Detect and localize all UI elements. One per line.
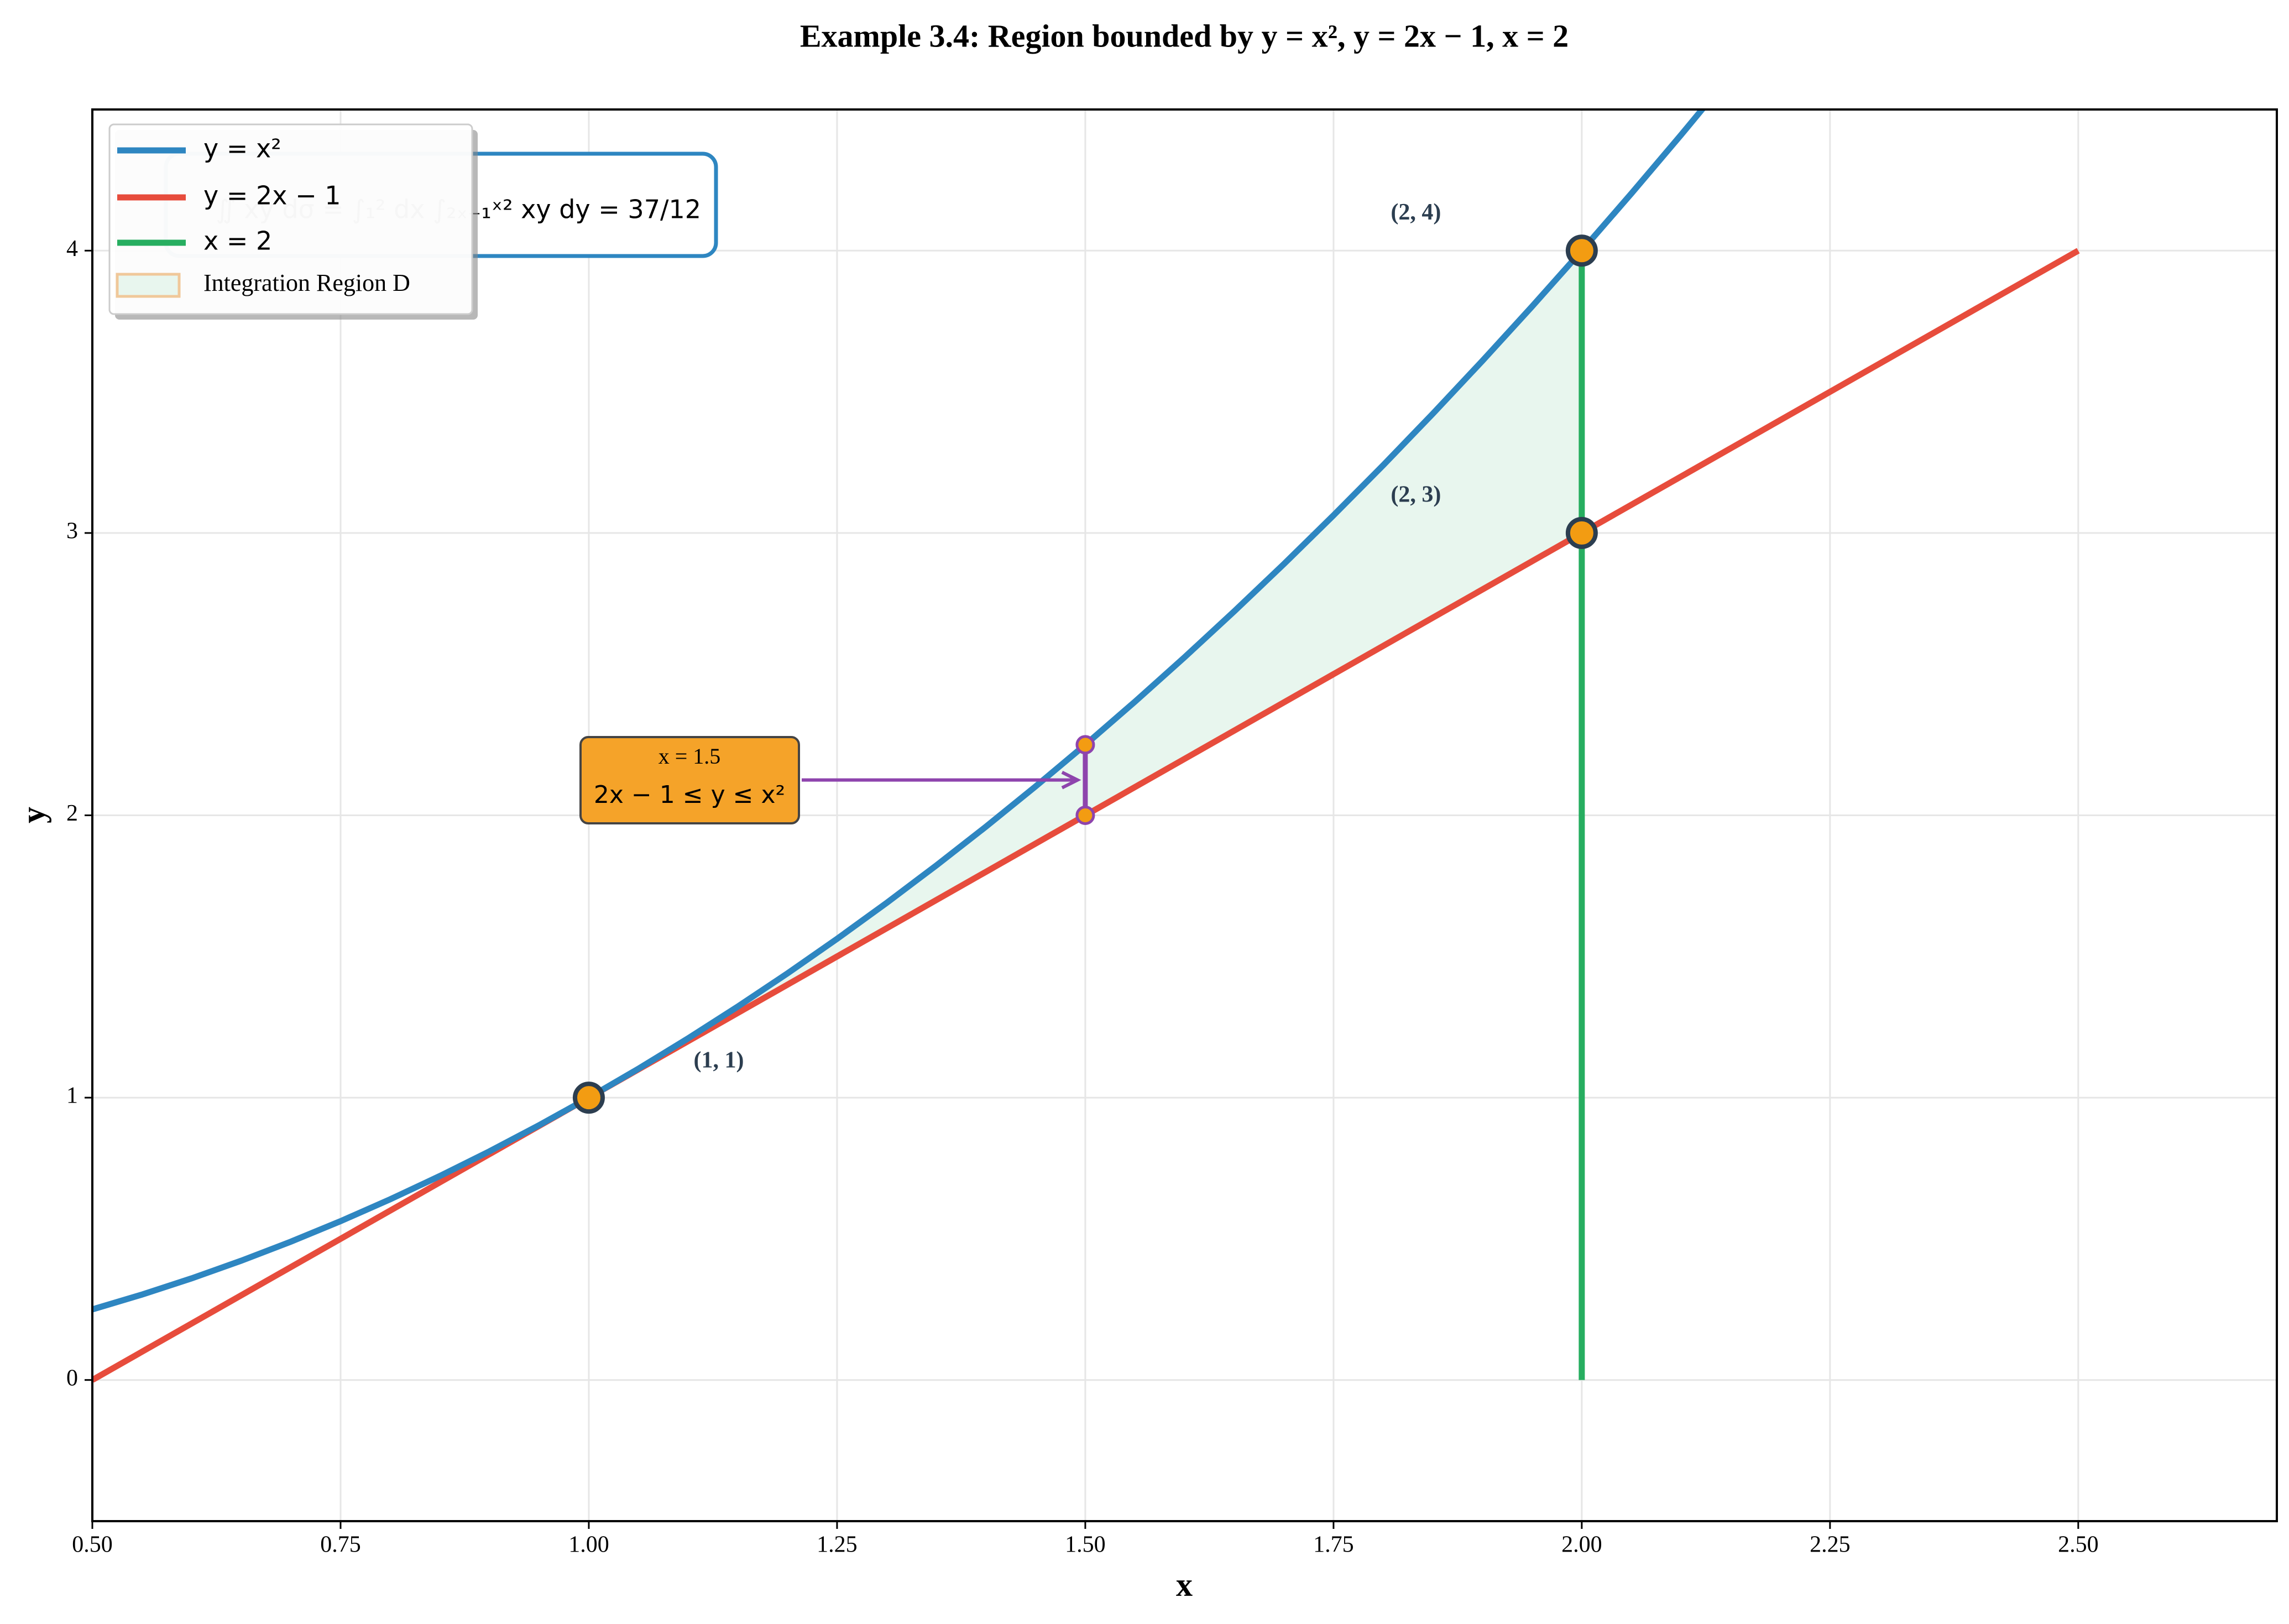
point-label: (2, 3) — [1391, 482, 1441, 508]
x-tick-label: 2.25 — [1810, 1532, 1851, 1558]
legend-box — [108, 123, 473, 315]
annotation-arrow — [802, 770, 1081, 790]
annotation-text: 2x − 1 ≤ y ≤ x² — [594, 781, 785, 809]
chart-title: Example 3.4: Region bounded by y = x², y… — [800, 18, 1569, 54]
legend-label: x = 2 — [203, 226, 272, 256]
legend-label: y = 2x − 1 — [203, 181, 341, 211]
key-point — [572, 1082, 605, 1114]
legend-label: Integration Region D — [203, 269, 410, 296]
x-tick-label: 1.25 — [817, 1532, 858, 1558]
x-tick-label: 1.50 — [1065, 1532, 1106, 1558]
point-label: (1, 1) — [693, 1048, 744, 1073]
legend: y = x² y = 2x − 1 x = 2 Integration Region … — [108, 123, 478, 320]
key-point — [1565, 516, 1598, 549]
y-tick-label: 4 — [66, 236, 78, 262]
x-tick-label: 0.50 — [72, 1532, 113, 1558]
point-label: (2, 4) — [1391, 200, 1441, 225]
x-axis-label: x — [1176, 1566, 1193, 1603]
key-point — [1565, 234, 1598, 267]
legend-swatch — [116, 273, 181, 298]
x-tick-label: 0.75 — [320, 1532, 361, 1558]
x-tick-label: 1.75 — [1313, 1532, 1354, 1558]
y-axis-label: y — [15, 807, 51, 823]
annotation-text: x = 1.5 — [659, 744, 721, 769]
y-tick-label: 2 — [66, 801, 78, 826]
x-tick-label: 2.50 — [2058, 1532, 2099, 1558]
legend-label: y = x² — [203, 134, 281, 164]
ticks: 0.50 0.75 1.00 1.25 1.50 1.75 2.00 2.25 2.50 0 1 2 3… — [66, 236, 2099, 1558]
x-tick-label: 1.00 — [568, 1532, 609, 1558]
y-tick-label: 1 — [66, 1083, 78, 1109]
y-tick-label: 0 — [66, 1365, 78, 1391]
annotation-box — [579, 736, 800, 824]
series-line — [92, 109, 1706, 1313]
slice-point — [1075, 735, 1095, 755]
y-tick-label: 3 — [66, 519, 78, 544]
slice-point — [1075, 806, 1095, 825]
plot-area — [92, 109, 2080, 1383]
x-tick-label: 2.00 — [1561, 1532, 1602, 1558]
